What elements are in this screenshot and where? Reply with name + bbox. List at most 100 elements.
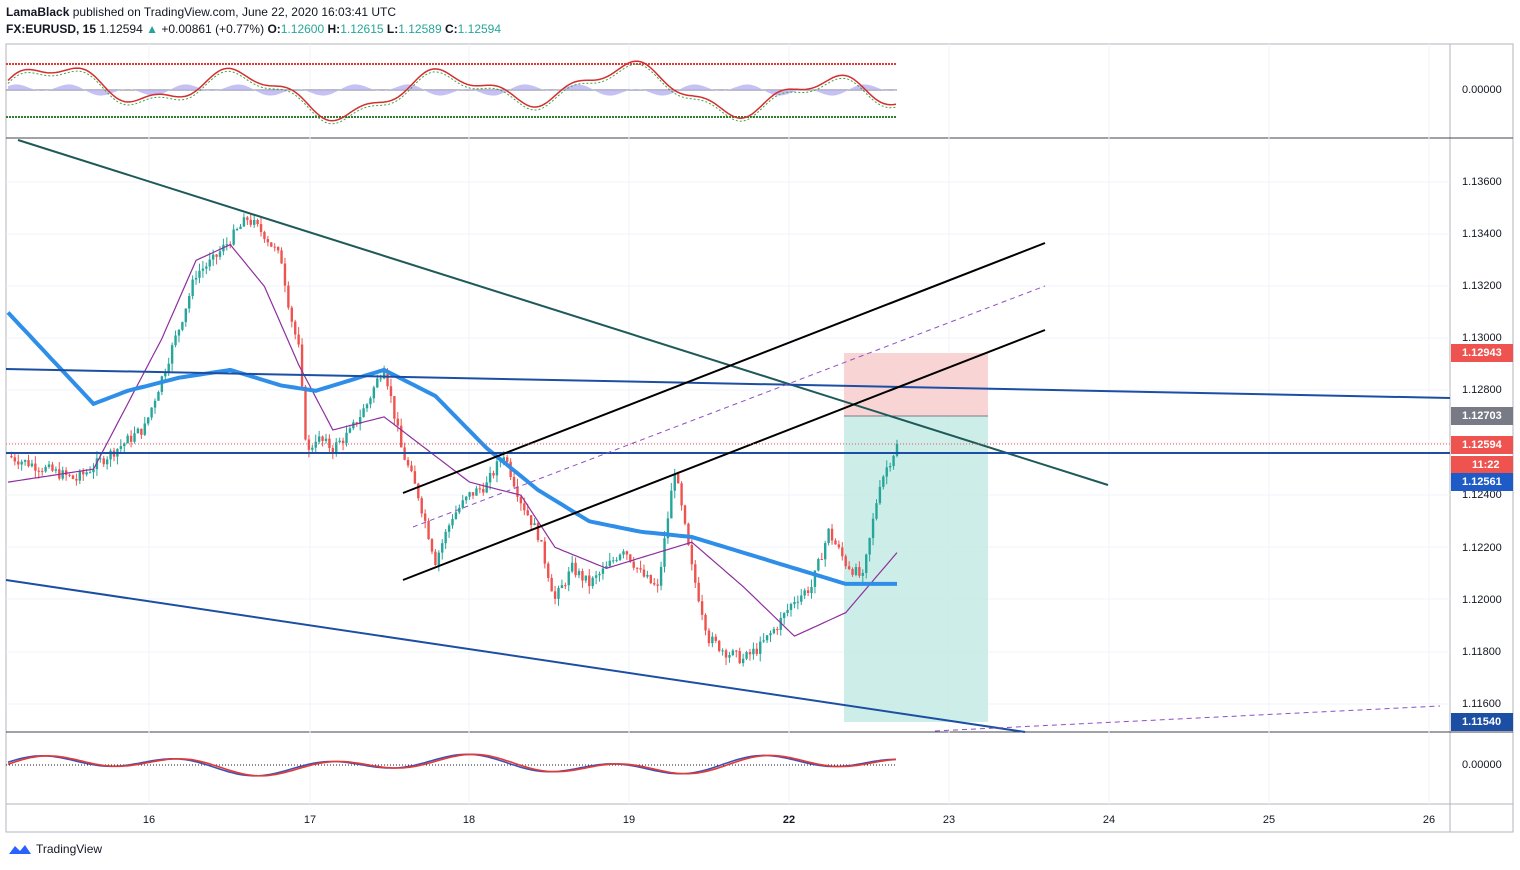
candle-body	[434, 551, 437, 565]
candle-body	[20, 461, 23, 465]
candle-body	[492, 473, 495, 476]
grid-lines	[6, 44, 1450, 804]
candle-body	[386, 370, 389, 387]
candle-body	[536, 523, 540, 541]
candle-body	[61, 470, 64, 479]
candle-body	[581, 571, 584, 581]
tradingview-footer[interactable]: TradingView	[8, 842, 102, 856]
resistance-line[interactable]	[5, 368, 1451, 399]
low-label: L:	[386, 22, 399, 36]
candle-body	[625, 551, 629, 555]
take-profit-zone[interactable]	[844, 416, 988, 722]
candle-body	[892, 455, 895, 467]
candle-body	[40, 471, 44, 473]
candle-body	[837, 544, 841, 548]
candle-body	[485, 482, 488, 493]
ema-line	[6, 311, 897, 586]
candle-body	[273, 246, 276, 248]
candle-body	[266, 239, 270, 243]
macd-line	[7, 753, 897, 777]
stop-loss-zone[interactable]	[844, 353, 988, 416]
candle-body	[447, 525, 451, 532]
candle-body	[782, 613, 786, 619]
candle-body	[13, 457, 17, 462]
candle-body	[317, 436, 321, 442]
candle-body	[827, 528, 830, 544]
candle-body	[235, 228, 239, 230]
osc-top-tick: 0.00000	[1462, 84, 1502, 96]
candle-body	[642, 569, 646, 577]
candle-body	[396, 418, 399, 426]
candle-body	[263, 232, 266, 240]
candle-body	[420, 498, 423, 514]
candle-body	[256, 220, 259, 225]
candle-body	[382, 370, 386, 379]
candle-body	[417, 483, 420, 499]
stop-price-tag[interactable]: 1.12943	[1451, 344, 1513, 362]
candle-body	[704, 614, 707, 631]
candle-body	[663, 538, 666, 567]
chart-header: LamaBlack published on TradingView.com, …	[6, 4, 501, 38]
entry-price-tag[interactable]: 1.12703	[1451, 407, 1513, 425]
channel-upper-line[interactable]	[402, 242, 1046, 494]
candle-body	[211, 254, 215, 260]
candle-body	[335, 442, 338, 453]
candle-body	[550, 577, 553, 592]
candle-body	[99, 458, 102, 460]
candle-body	[673, 473, 676, 491]
candle-body	[676, 473, 680, 484]
y-tick-9: 1.11600	[1462, 698, 1501, 710]
candle-body	[844, 556, 847, 567]
candle-body	[215, 254, 218, 257]
candle-body	[225, 244, 229, 246]
symbol-label[interactable]: FX:EURUSD, 15	[6, 22, 97, 36]
candle-body	[519, 496, 523, 504]
projection-line[interactable]	[934, 705, 1441, 732]
candle-body	[820, 559, 823, 561]
candle-body	[649, 574, 653, 584]
candle-body	[803, 590, 806, 596]
candle-body	[482, 488, 485, 493]
candle-body	[259, 224, 263, 233]
lower-channel-line[interactable]	[5, 579, 1026, 733]
candle-body	[724, 650, 728, 658]
candle-body	[331, 448, 335, 453]
tradingview-logo-icon	[9, 845, 31, 854]
candle-body	[817, 559, 820, 571]
candle-body	[731, 650, 735, 656]
candle-body	[721, 650, 724, 652]
candle-body	[506, 457, 509, 462]
candle-body	[615, 559, 618, 561]
descending-trendline[interactable]	[17, 139, 1109, 486]
candle-body	[430, 539, 434, 552]
candle-body	[683, 505, 687, 524]
candle-body	[646, 574, 649, 577]
candle-body	[594, 575, 598, 578]
x-tick-23: 23	[942, 814, 956, 826]
x-tick-17: 17	[303, 814, 317, 826]
candle-body	[697, 582, 700, 602]
author-name[interactable]: LamaBlack	[6, 5, 70, 19]
candle-body	[78, 471, 82, 481]
bottom-oscillator	[6, 753, 897, 777]
candle-body	[543, 541, 547, 564]
x-tick-16: 16	[142, 814, 156, 826]
candle-body	[553, 591, 557, 599]
target-price-tag[interactable]: 1.11540	[1451, 713, 1513, 731]
candle-body	[475, 488, 478, 496]
channel-mid-line[interactable]	[412, 285, 1046, 528]
candle-body	[512, 477, 516, 487]
x-tick-22: 22	[782, 814, 796, 826]
candle-body	[181, 322, 184, 330]
candle-body	[252, 220, 256, 225]
candle-body	[427, 520, 430, 540]
candle-body	[105, 459, 109, 465]
level-price-tag[interactable]: 1.12561	[1451, 473, 1513, 491]
channel-lower-line[interactable]	[402, 329, 1046, 581]
candle-body	[150, 407, 153, 418]
price-change: +0.00861 (+0.77%)	[161, 22, 265, 36]
candle-body	[735, 650, 738, 652]
last-price-tag[interactable]: 1.12594	[1451, 436, 1513, 454]
candle-body	[690, 544, 694, 565]
